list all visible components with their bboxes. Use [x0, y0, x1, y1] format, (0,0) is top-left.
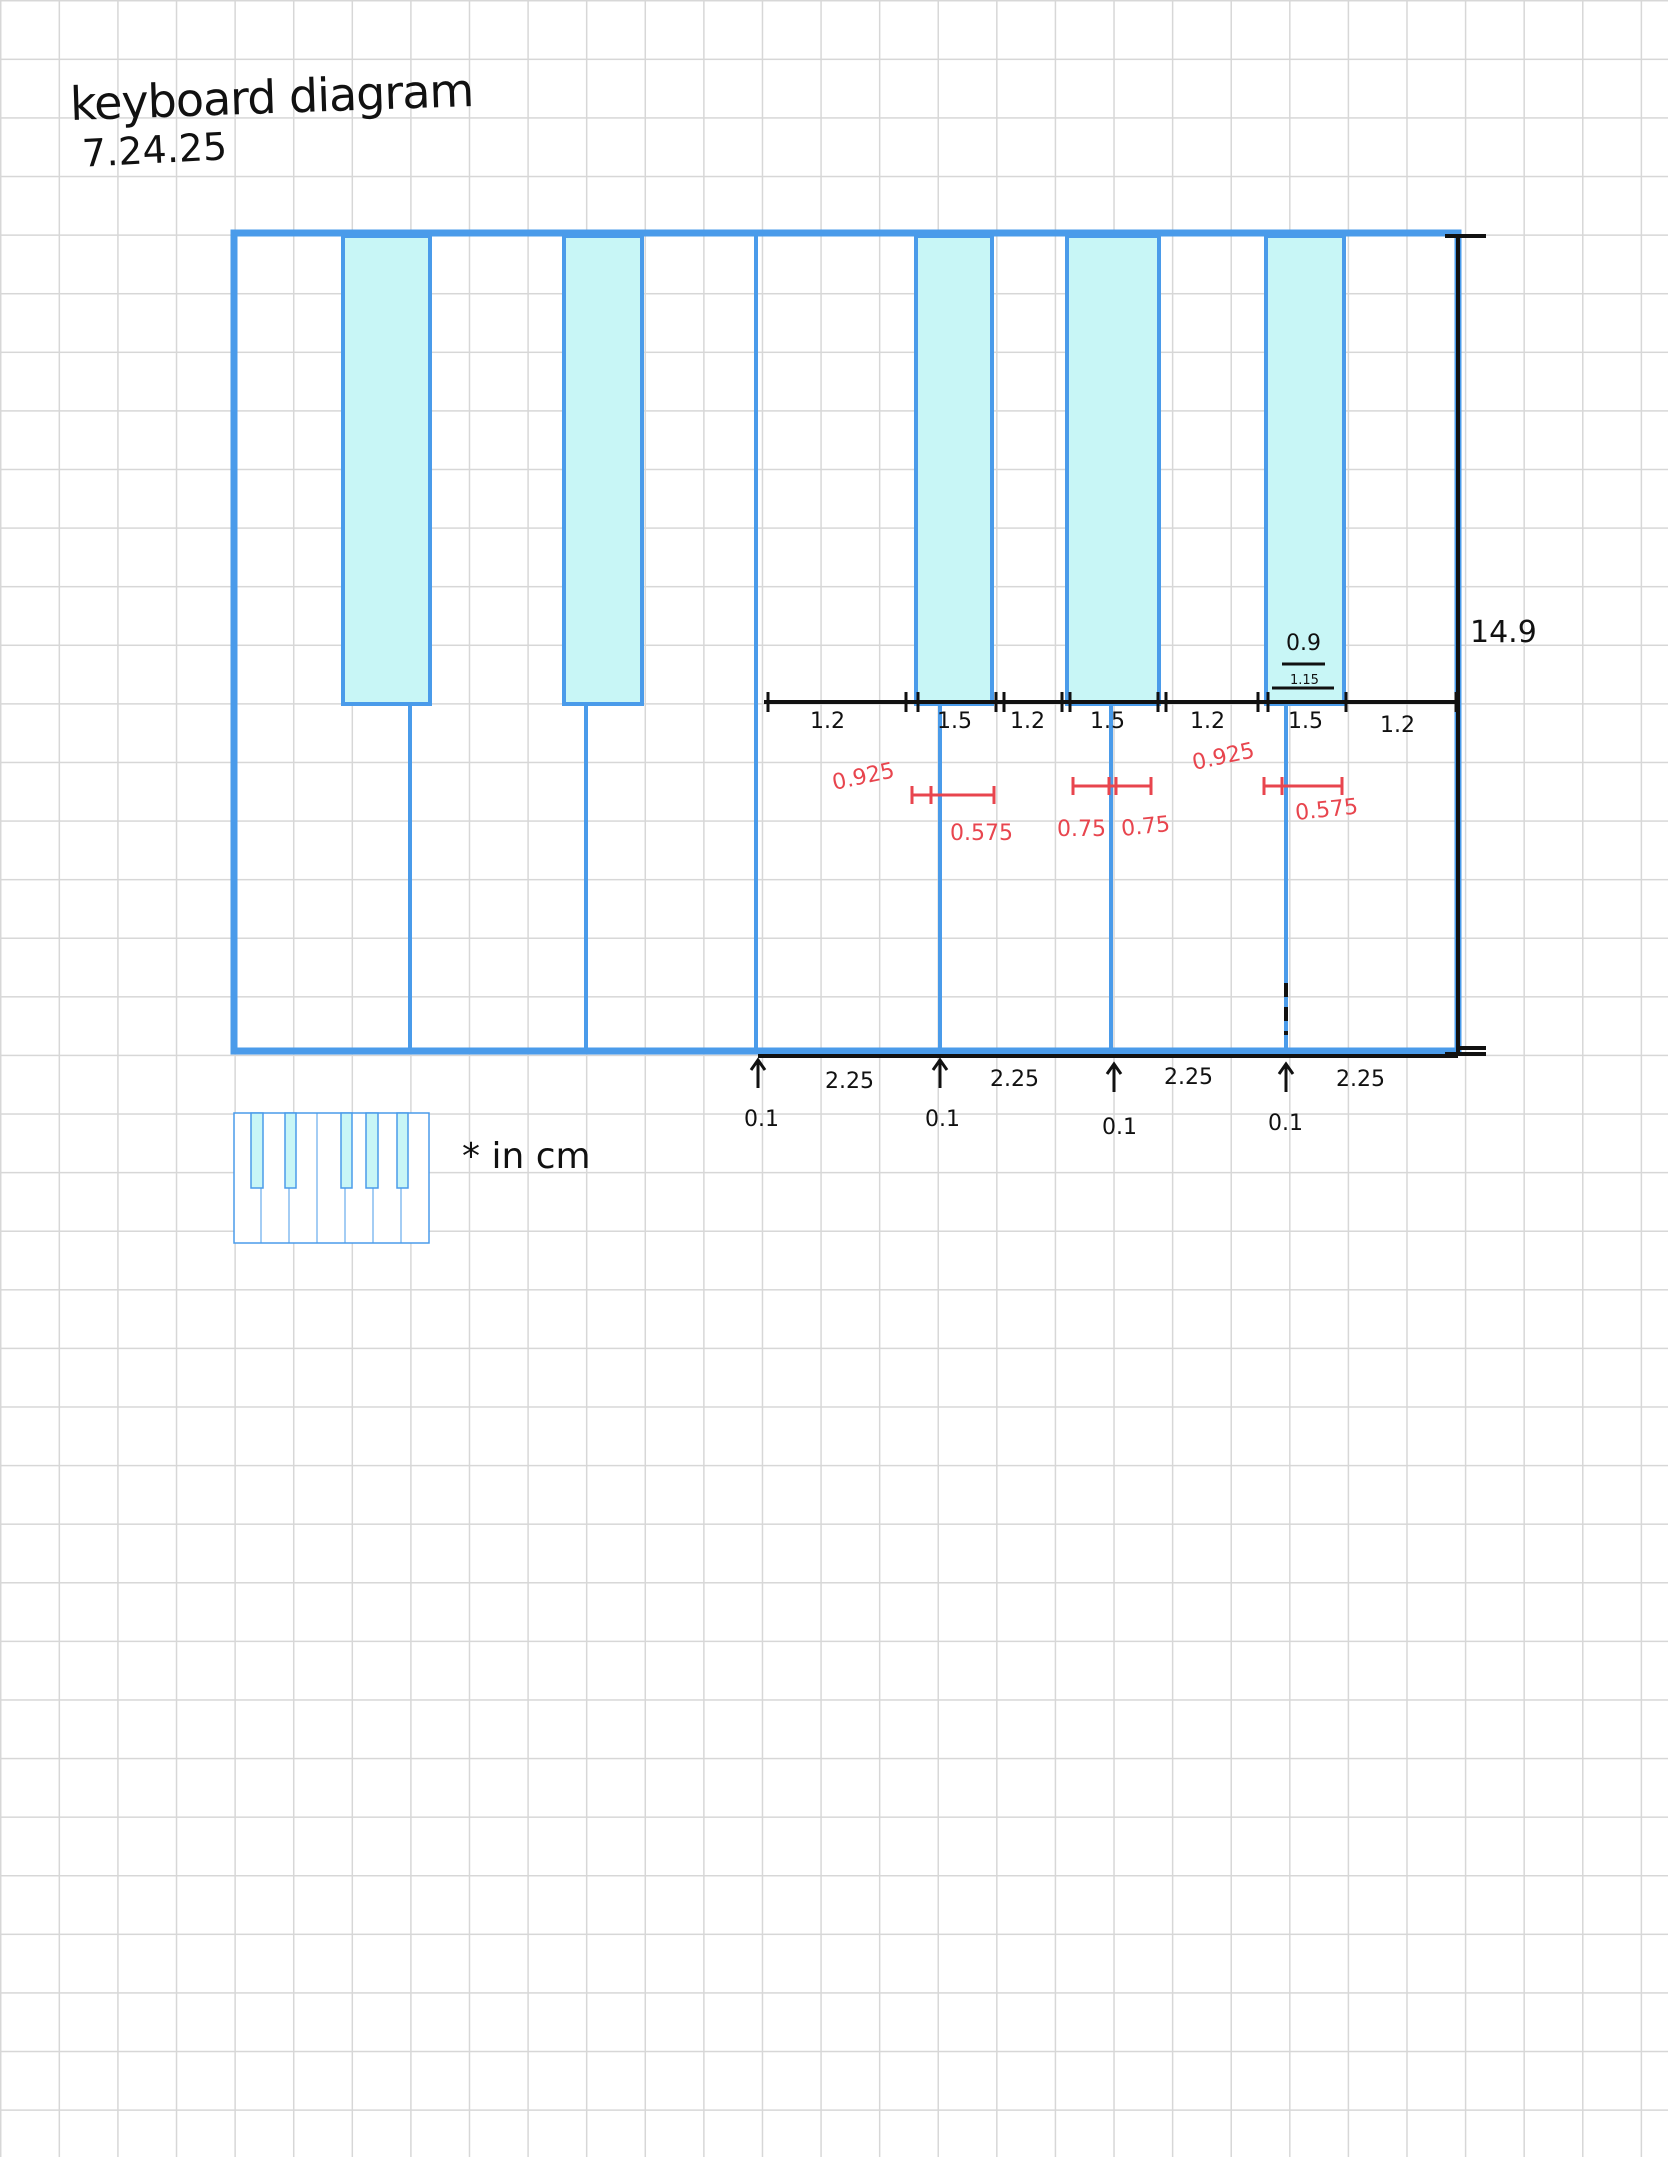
- bottom-dim-label: 2.25: [1336, 1067, 1385, 1092]
- height-dimension: 14.9: [1445, 234, 1537, 1056]
- top-dim-label: 1.5: [937, 709, 972, 734]
- red-annotations: 0.925 0.575 0.75 0.75 0.925 0.575: [830, 738, 1359, 846]
- keyboard-thumbnail: [233, 1112, 430, 1244]
- red-dim-label: 0.75: [1057, 817, 1106, 842]
- bottom-dimension-row: 2.25 2.25 2.25 2.25 0.1 0.1 0.1 0.1: [744, 1046, 1486, 1140]
- black-key: [341, 234, 432, 706]
- detail-inner-label: 1.15: [1290, 673, 1319, 688]
- height-label: 14.9: [1470, 615, 1537, 650]
- black-key: [914, 234, 994, 706]
- top-dim-label: 1.5: [1288, 709, 1323, 734]
- bottom-dim-label: 2.25: [825, 1069, 874, 1094]
- gap-label: 0.1: [925, 1107, 960, 1132]
- detail-outer-label: 0.9: [1286, 631, 1321, 656]
- red-dim-label: 0.575: [950, 821, 1013, 846]
- black-key: [1065, 234, 1161, 706]
- gap-label: 0.1: [744, 1107, 779, 1132]
- red-dim-label: 0.575: [1294, 795, 1359, 826]
- top-dim-label: 1.2: [1190, 709, 1225, 734]
- keyboard-main: [230, 229, 1462, 1055]
- gap-arrow: [749, 1057, 767, 1088]
- thumbnail-black-key: [250, 1112, 264, 1189]
- top-dim-label: 1.2: [810, 709, 845, 734]
- units-note: * in cm: [462, 1136, 591, 1177]
- thumbnail-black-key: [365, 1112, 379, 1189]
- gap-arrow: [1277, 1061, 1295, 1092]
- bottom-dim-label: 2.25: [1164, 1065, 1213, 1090]
- red-dim-label: 0.75: [1120, 812, 1171, 842]
- gap-label: 0.1: [1268, 1111, 1303, 1136]
- gap-label: 0.1: [1102, 1115, 1137, 1140]
- red-dim-label: 0.925: [830, 758, 897, 796]
- thumbnail-black-key: [340, 1112, 353, 1189]
- bottom-dim-label: 2.25: [990, 1067, 1039, 1092]
- top-dim-label: 1.5: [1090, 709, 1125, 734]
- black-key: [1264, 234, 1346, 706]
- red-dim-label: 0.925: [1190, 738, 1257, 776]
- gap-arrow: [931, 1057, 949, 1088]
- top-dim-label: 1.2: [1380, 713, 1415, 738]
- thumbnail-black-key: [396, 1112, 409, 1189]
- black-key-detail: 0.9 1.15: [1272, 631, 1334, 690]
- top-dim-label: 1.2: [1010, 709, 1045, 734]
- thumbnail-black-key: [284, 1112, 297, 1189]
- gap-arrow: [1105, 1061, 1123, 1092]
- black-key: [562, 234, 644, 706]
- top-dimension-row: 1.2 1.5 1.2 1.5 1.2 1.5 1.2: [764, 692, 1458, 738]
